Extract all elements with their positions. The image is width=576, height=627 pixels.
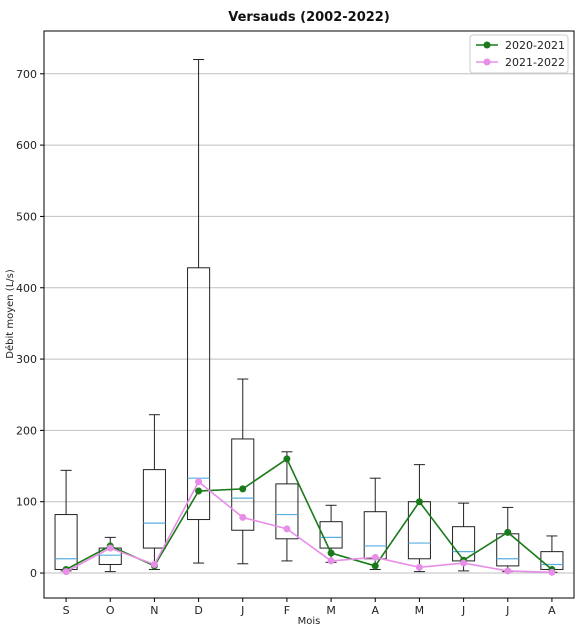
box-4: [231, 378, 255, 565]
legend: 2020-2021 2021-2022: [469, 34, 569, 74]
series-point-2021-2022-6: [327, 557, 335, 565]
series-point-2020-2021-5: [283, 455, 291, 463]
y-axis-label: Débit moyen (L/s): [4, 269, 16, 359]
x-tick-label-10: J: [505, 604, 509, 617]
series-point-2020-2021-4: [239, 485, 247, 493]
y-tick-label-300: 300: [16, 353, 37, 366]
x-tick-label-7: A: [371, 604, 379, 617]
series-point-2020-2021-8: [415, 498, 423, 506]
box-2: [142, 414, 166, 570]
box-3: [187, 59, 211, 564]
series-point-2021-2022-7: [371, 553, 379, 561]
series-point-2021-2022-3: [195, 478, 203, 486]
legend-marker-2021-2022: [483, 58, 491, 66]
box-body: [142, 469, 166, 549]
series-point-2021-2022-9: [460, 559, 468, 567]
series-point-2020-2021-6: [327, 549, 335, 557]
y-tick-label-0: 0: [30, 567, 37, 580]
series-lines: [62, 455, 556, 576]
boxplots: [54, 59, 564, 573]
box-5: [275, 451, 299, 562]
x-tick-label-4: J: [240, 604, 244, 617]
y-tick-label-200: 200: [16, 424, 37, 437]
series-point-2020-2021-10: [504, 528, 512, 536]
series-line-2021-2022: [65, 480, 552, 574]
x-tick-label-2: N: [150, 604, 158, 617]
series-point-2020-2021-7: [371, 562, 379, 570]
series-point-2021-2022-11: [548, 568, 556, 576]
series-point-2021-2022-10: [504, 567, 512, 575]
series-point-2021-2022-1: [106, 544, 114, 552]
series-point-2021-2022-4: [239, 513, 247, 521]
box-body: [275, 483, 299, 540]
x-tick-label-0: S: [63, 604, 70, 617]
chart-title: Versauds (2002-2022): [228, 10, 390, 25]
y-tick-label-400: 400: [16, 282, 37, 295]
x-axis-label: Mois: [298, 616, 321, 627]
legend-label-2021-2022: 2021-2022: [505, 56, 565, 69]
x-tick-label-5: F: [284, 604, 290, 617]
plot-frame: [43, 30, 575, 599]
x-tick-label-3: D: [194, 604, 202, 617]
series-point-2021-2022-0: [62, 568, 70, 576]
x-tick-label-6: M: [326, 604, 336, 617]
y-tick-label-600: 600: [16, 139, 37, 152]
box-body: [231, 438, 255, 531]
box-body: [187, 267, 211, 521]
y-tick-label-100: 100: [16, 496, 37, 509]
y-tick-label-500: 500: [16, 210, 37, 223]
series-point-2021-2022-2: [150, 560, 158, 568]
box-body: [319, 521, 343, 549]
x-tick-label-1: O: [106, 604, 115, 617]
x-tick-label-9: J: [461, 604, 465, 617]
series-point-2020-2021-3: [195, 487, 203, 495]
x-tick-label-11: A: [548, 604, 556, 617]
series-point-2021-2022-5: [283, 525, 291, 533]
y-tick-label-700: 700: [16, 68, 37, 81]
series-point-2021-2022-8: [415, 563, 423, 571]
y-axis: 0 100 200 300 400 500 600 700: [16, 68, 44, 580]
grid: [44, 73, 574, 574]
x-tick-label-8: M: [415, 604, 425, 617]
legend-label-2020-2021: 2020-2021: [505, 39, 565, 52]
legend-marker-2020-2021: [483, 41, 491, 49]
